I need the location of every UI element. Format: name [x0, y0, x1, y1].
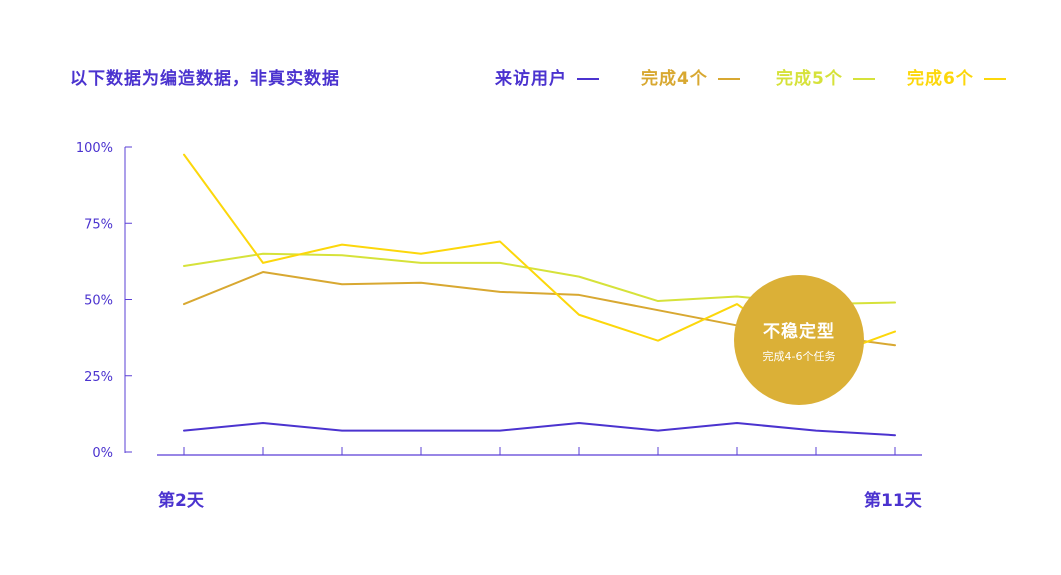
legend-label-done4: 完成4个 — [641, 69, 708, 89]
legend-swatch-done5 — [852, 78, 875, 80]
legend-item-done5: 完成5个 — [776, 64, 875, 89]
bubble-title: 不稳定型 — [763, 321, 835, 342]
legend-swatch-done6 — [983, 78, 1006, 80]
legend-item-visitors: 来访用户 — [495, 64, 599, 89]
x-label-first: 第2天 — [158, 491, 204, 511]
legend-swatch-visitors — [577, 78, 599, 80]
legend-label-done5: 完成5个 — [776, 69, 843, 89]
series-line-visitors — [183, 422, 896, 437]
y-tick-label-0: 0% — [92, 446, 113, 461]
legend-item-done6: 完成6个 — [907, 64, 1006, 89]
legend-label-done6: 完成6个 — [907, 69, 974, 89]
y-tick-label-2: 50% — [84, 294, 113, 309]
x-label-last: 第11天 — [864, 491, 922, 511]
y-tick-label-1: 25% — [84, 370, 113, 385]
legend-label-visitors: 来访用户 — [495, 69, 567, 89]
data-disclaimer-note: 以下数据为编造数据，非真实数据 — [70, 69, 340, 89]
legend-swatch-done4 — [717, 78, 740, 80]
legend-item-done4: 完成4个 — [641, 64, 740, 89]
bubble-subtitle: 完成4-6个任务 — [762, 349, 836, 363]
y-tick-label-3: 75% — [84, 217, 113, 232]
y-tick-label-4: 100% — [76, 141, 113, 156]
unstable-type-bubble: 不稳定型 完成4-6个任务 — [734, 275, 864, 405]
